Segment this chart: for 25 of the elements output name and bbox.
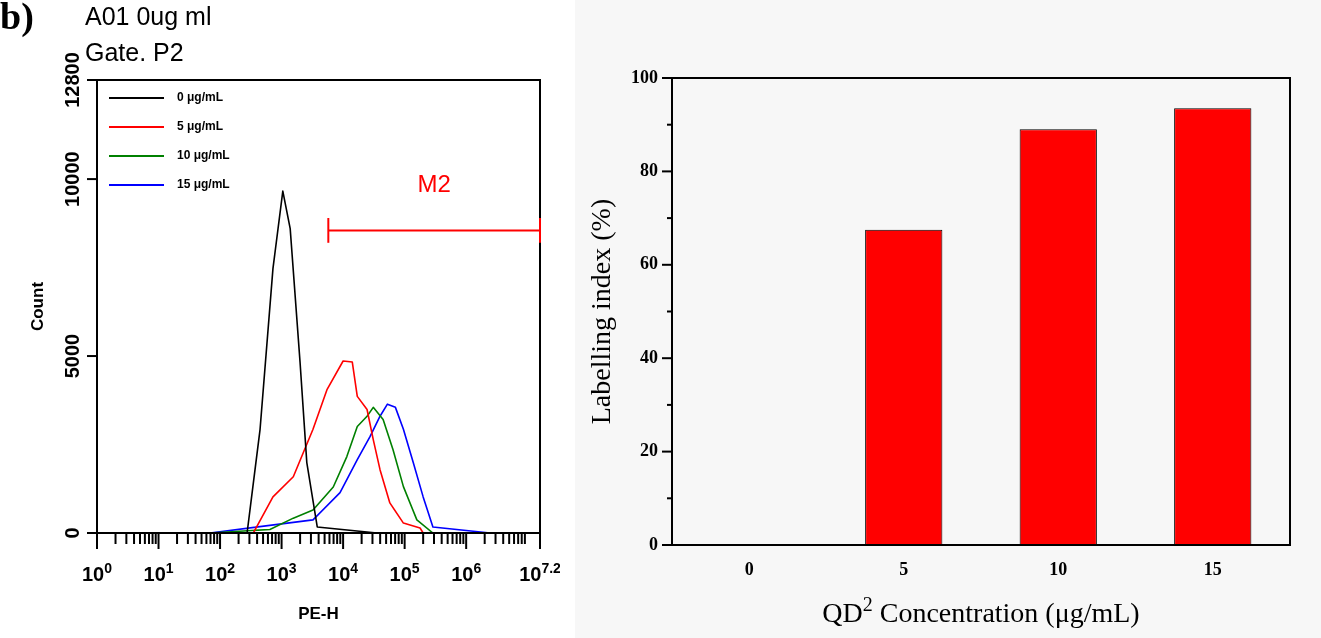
legend-label: 15 μg/mL xyxy=(177,177,230,192)
legend-label: 5 μg/mL xyxy=(177,119,224,134)
y-tick-label: 5000 xyxy=(60,333,83,379)
y-tick-label: 40 xyxy=(640,346,658,367)
y-tick-label: 80 xyxy=(640,160,658,181)
y-tick-label: 10000 xyxy=(60,151,83,207)
chart-subtitle: Gate. P2 xyxy=(85,38,184,67)
x-tick-label: 15 xyxy=(1203,559,1222,579)
y-tick-label: 0 xyxy=(60,527,83,539)
y-tick-label: 20 xyxy=(640,440,658,461)
text: b) xyxy=(0,0,34,38)
chart-title: A01 0ug ml xyxy=(85,2,212,31)
legend-label: 0 μg/mL xyxy=(177,90,224,105)
x-axis-title: PE-H xyxy=(298,604,339,623)
series-label: M2 xyxy=(417,170,451,198)
y-tick-label: 0 xyxy=(649,533,658,554)
x-tick-label: 5 xyxy=(899,559,909,579)
legend-label: 10 μg/mL xyxy=(177,148,230,163)
y-tick-label: 12800 xyxy=(60,52,83,108)
x-tick-label: 0 xyxy=(744,559,754,579)
y-axis-title: Labelling index (%) xyxy=(585,198,617,425)
y-tick-label: 100 xyxy=(631,66,658,87)
x-tick-label: 10 xyxy=(1049,559,1068,579)
y-axis-title: Count xyxy=(27,281,47,332)
y-tick-label: 60 xyxy=(640,253,658,274)
